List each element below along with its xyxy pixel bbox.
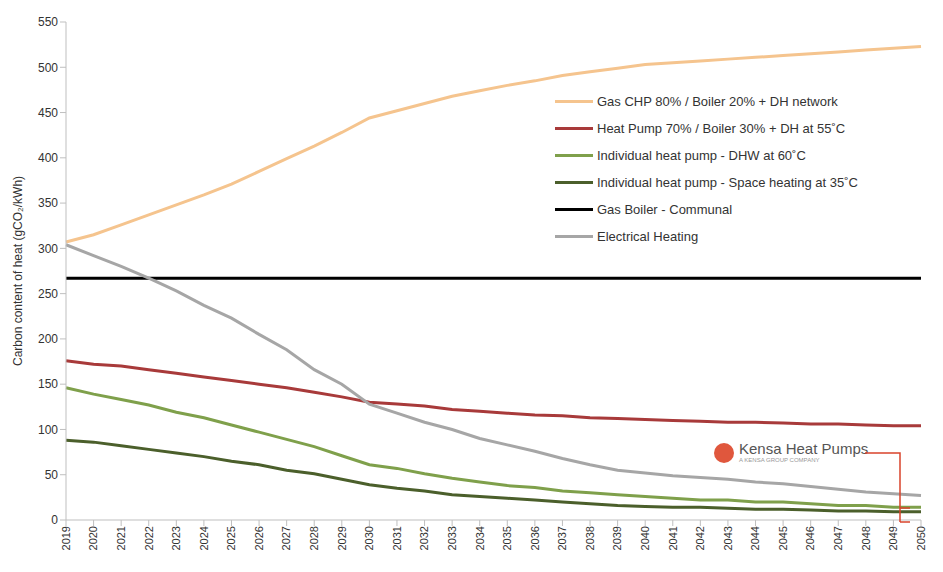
svg-text:2050: 2050 bbox=[915, 526, 927, 550]
svg-text:2023: 2023 bbox=[170, 526, 182, 550]
svg-text:2019: 2019 bbox=[60, 526, 72, 550]
svg-text:200: 200 bbox=[38, 332, 58, 346]
svg-text:150: 150 bbox=[38, 377, 58, 391]
svg-text:2032: 2032 bbox=[418, 526, 430, 550]
svg-text:300: 300 bbox=[38, 242, 58, 256]
svg-text:450: 450 bbox=[38, 106, 58, 120]
svg-text:0: 0 bbox=[51, 513, 58, 527]
svg-text:2041: 2041 bbox=[667, 526, 679, 550]
html-text:A KENSA GROUP COMPANY: A KENSA GROUP COMPANY bbox=[739, 457, 820, 463]
svg-text:500: 500 bbox=[38, 61, 58, 75]
svg-text:2042: 2042 bbox=[694, 526, 706, 550]
svg-text:2028: 2028 bbox=[308, 526, 320, 550]
svg-text:2020: 2020 bbox=[87, 526, 99, 550]
svg-text:2043: 2043 bbox=[722, 526, 734, 550]
svg-text:2021: 2021 bbox=[115, 526, 127, 550]
svg-text:2045: 2045 bbox=[777, 526, 789, 550]
svg-text:550: 550 bbox=[38, 15, 58, 29]
svg-text:Carbon content of heat (gCO₂/k: Carbon content of heat (gCO₂/kWh) bbox=[11, 176, 25, 366]
svg-text:2031: 2031 bbox=[391, 526, 403, 550]
html-text:Individual heat pump - Space h: Individual heat pump - Space heating at … bbox=[597, 175, 858, 190]
svg-text:350: 350 bbox=[38, 196, 58, 210]
html-text:Individual heat pump - DHW at: Individual heat pump - DHW at 60˚C bbox=[597, 148, 806, 163]
svg-text:2026: 2026 bbox=[253, 526, 265, 550]
html-text:Kensa Heat Pumps: Kensa Heat Pumps bbox=[739, 440, 869, 457]
html-text:Heat Pump 70% / Boiler 30% + D: Heat Pump 70% / Boiler 30% + DH at 55˚C bbox=[597, 121, 846, 136]
svg-text:2033: 2033 bbox=[446, 526, 458, 550]
svg-text:2025: 2025 bbox=[225, 526, 237, 550]
svg-text:2022: 2022 bbox=[143, 526, 155, 550]
svg-text:2044: 2044 bbox=[749, 526, 761, 550]
svg-text:2024: 2024 bbox=[198, 526, 210, 550]
svg-text:2040: 2040 bbox=[639, 526, 651, 550]
svg-text:2037: 2037 bbox=[556, 526, 568, 550]
svg-text:2046: 2046 bbox=[804, 526, 816, 550]
svg-text:2029: 2029 bbox=[336, 526, 348, 550]
svg-text:50: 50 bbox=[45, 468, 59, 482]
html-text:Gas Boiler - Communal: Gas Boiler - Communal bbox=[597, 202, 733, 217]
svg-text:400: 400 bbox=[38, 151, 58, 165]
svg-text:2027: 2027 bbox=[280, 526, 292, 550]
svg-text:2047: 2047 bbox=[832, 526, 844, 550]
svg-text:2038: 2038 bbox=[584, 526, 596, 550]
svg-text:250: 250 bbox=[38, 287, 58, 301]
svg-text:2048: 2048 bbox=[860, 526, 872, 550]
html-text:Electrical Heating: Electrical Heating bbox=[597, 229, 699, 244]
svg-text:2049: 2049 bbox=[887, 526, 899, 550]
svg-text:2035: 2035 bbox=[501, 526, 513, 550]
html-text:Gas CHP 80% / Boiler 20% + DH: Gas CHP 80% / Boiler 20% + DH network bbox=[597, 94, 838, 109]
svg-text:2030: 2030 bbox=[363, 526, 375, 550]
svg-text:2036: 2036 bbox=[529, 526, 541, 550]
svg-text:2039: 2039 bbox=[611, 526, 623, 550]
svg-text:2034: 2034 bbox=[474, 526, 486, 550]
svg-text:100: 100 bbox=[38, 423, 58, 437]
